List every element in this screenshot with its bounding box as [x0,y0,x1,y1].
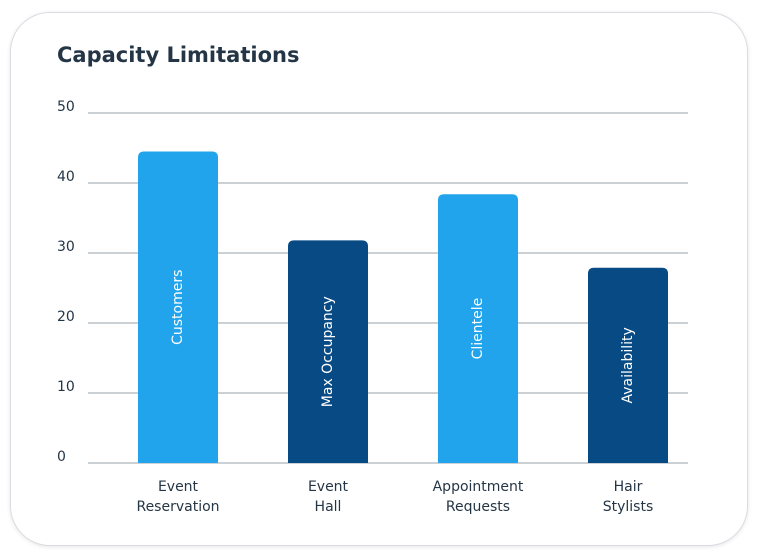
bar [288,240,368,463]
bar-label: Availability [620,327,636,403]
x-axis-categories: Event Reservation Event Hall Appointment Requ… [136,479,653,515]
x-category-label: Hall [315,499,342,515]
x-category-label: Hair [614,479,643,495]
x-category-label: Event [158,479,199,495]
x-category-label: Requests [446,499,510,515]
x-category-label: Event [308,479,349,495]
bar [438,194,518,463]
x-category-label: Reservation [136,499,219,515]
y-tick-label: 10 [57,379,75,395]
bar-label: Customers [170,270,186,345]
bars: Customers Max Occupancy Clientele Availabil… [138,151,668,463]
y-tick-label: 40 [57,169,75,185]
bar [588,267,668,463]
y-tick-label: 30 [57,239,75,255]
y-tick-label: 0 [57,449,66,465]
y-tick-label: 20 [57,309,75,325]
bar-label: Max Occupancy [320,296,336,407]
bar-label: Clientele [470,298,486,360]
bar [138,151,218,463]
x-category-label: Stylists [603,499,654,515]
chart-title: Capacity Limitations [57,43,300,67]
y-axis-ticks: 0 10 20 30 40 50 [57,99,75,465]
x-category-label: Appointment [433,479,524,495]
y-tick-label: 50 [57,99,75,115]
